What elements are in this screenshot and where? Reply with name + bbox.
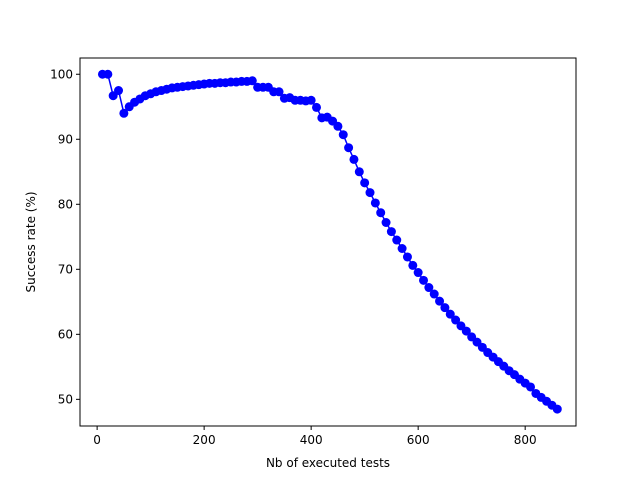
data-point [247,76,257,86]
data-point [333,121,343,131]
x-tick-label: 600 [407,433,430,447]
y-tick-label: 100 [50,67,73,81]
y-tick-label: 80 [58,197,73,211]
y-tick-label: 50 [58,392,73,406]
data-point [119,108,129,118]
y-tick-label: 70 [58,262,73,276]
data-point [445,309,455,319]
data-point [338,130,348,140]
data-point [526,382,536,392]
data-point [413,268,423,278]
data-point [440,303,450,313]
data-point [365,188,375,198]
y-tick-label: 90 [58,132,73,146]
data-point [552,404,562,414]
data-point [103,69,113,79]
data-point [435,296,445,306]
data-point [376,208,386,218]
data-point [451,315,461,325]
x-axis-label: Nb of executed tests [266,456,390,470]
data-point [392,235,402,245]
y-tick-label: 60 [58,327,73,341]
x-tick-label: 0 [93,433,101,447]
data-point [397,244,407,254]
data-point [274,87,284,97]
data-point [424,283,434,293]
data-point [360,178,370,188]
data-point [344,143,354,153]
plot-frame [79,57,577,427]
data-point [354,167,364,177]
x-tick-label: 400 [300,433,323,447]
data-point [386,227,396,237]
data-point [306,95,316,105]
x-tick-label: 200 [193,433,216,447]
data-point [408,260,418,270]
x-tick-label: 800 [514,433,537,447]
data-point [461,326,471,336]
data-point [402,252,412,262]
data-point [381,217,391,227]
data-point [349,154,359,164]
data-point [370,198,380,208]
data-point [311,102,321,112]
data-point [429,289,439,299]
data-point [114,86,124,96]
data-point [419,275,429,285]
y-axis-label: Success rate (%) [24,191,38,292]
